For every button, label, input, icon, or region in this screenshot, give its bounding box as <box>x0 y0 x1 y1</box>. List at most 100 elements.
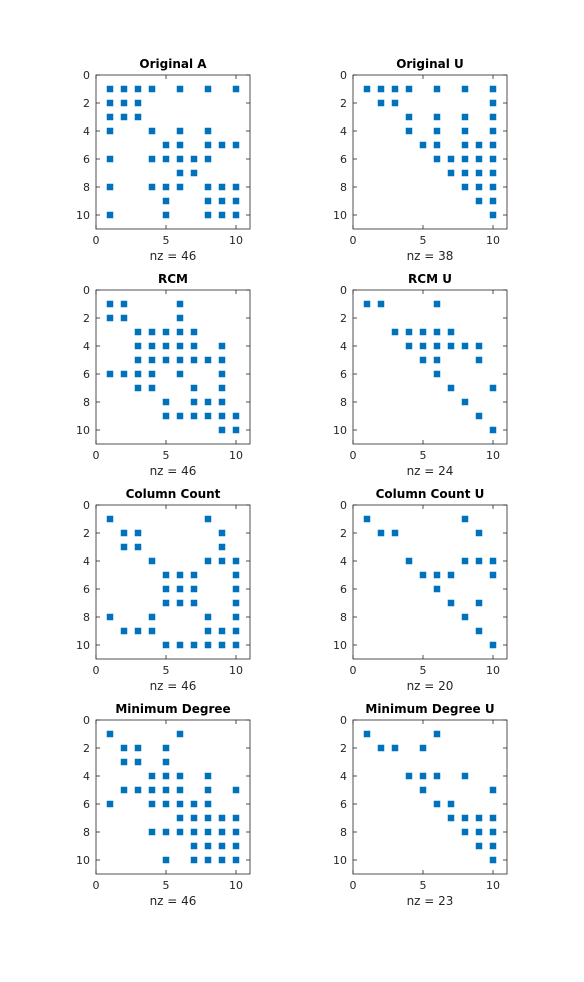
nonzero-marker <box>433 155 441 163</box>
nonzero-marker <box>162 412 170 420</box>
nonzero-marker <box>134 370 142 378</box>
y-tick-label: 8 <box>340 396 347 409</box>
y-tick-label: 10 <box>333 854 347 867</box>
nonzero-marker <box>447 169 455 177</box>
nonzero-marker <box>461 169 469 177</box>
y-tick-label: 6 <box>340 368 347 381</box>
nonzero-marker <box>475 557 483 565</box>
nonzero-marker <box>148 786 156 794</box>
nonzero-marker <box>176 800 184 808</box>
nonzero-marker <box>204 814 212 822</box>
panel-title: Original A <box>139 57 207 71</box>
y-tick-label: 6 <box>83 368 90 381</box>
nonzero-marker <box>447 155 455 163</box>
panel-title: Column Count U <box>376 487 485 501</box>
nonzero-marker <box>204 398 212 406</box>
y-tick-label: 2 <box>340 527 347 540</box>
nonzero-marker <box>162 183 170 191</box>
nonzero-marker <box>120 370 128 378</box>
nonzero-marker <box>461 127 469 135</box>
nonzero-marker <box>120 529 128 537</box>
y-tick-label: 4 <box>340 340 347 353</box>
nonzero-marker <box>134 356 142 364</box>
y-tick-label: 4 <box>83 770 90 783</box>
nonzero-marker <box>461 141 469 149</box>
nonzero-marker <box>232 183 240 191</box>
nonzero-marker <box>190 842 198 850</box>
nonzero-marker <box>405 328 413 336</box>
nonzero-marker <box>419 328 427 336</box>
axes-box <box>352 74 508 230</box>
axes-box <box>95 719 251 875</box>
nonzero-marker <box>377 99 385 107</box>
nonzero-marker <box>176 599 184 607</box>
y-tick-label: 6 <box>340 153 347 166</box>
y-tick-label: 2 <box>83 527 90 540</box>
nonzero-marker <box>232 599 240 607</box>
y-tick-label: 6 <box>83 798 90 811</box>
x-tick-label: 5 <box>163 234 170 247</box>
nonzero-marker <box>106 370 114 378</box>
nonzero-marker <box>204 842 212 850</box>
nonzero-marker <box>190 412 198 420</box>
nonzero-marker <box>433 730 441 738</box>
x-tick-label: 0 <box>350 879 357 892</box>
nonzero-marker <box>475 183 483 191</box>
nonzero-marker <box>489 557 497 565</box>
nonzero-marker <box>475 599 483 607</box>
nonzero-marker <box>433 85 441 93</box>
nonzero-marker <box>232 426 240 434</box>
nonzero-marker <box>106 613 114 621</box>
nonzero-marker <box>489 571 497 579</box>
nonzero-marker <box>489 155 497 163</box>
nonzero-marker <box>204 800 212 808</box>
nonzero-marker <box>447 814 455 822</box>
nonzero-marker <box>148 85 156 93</box>
y-tick-label: 6 <box>340 798 347 811</box>
y-tick-label: 2 <box>83 312 90 325</box>
y-tick-label: 8 <box>340 181 347 194</box>
nonzero-marker <box>232 412 240 420</box>
y-tick-label: 10 <box>76 209 90 222</box>
nonzero-marker <box>190 169 198 177</box>
nonzero-marker <box>489 211 497 219</box>
axes-box <box>95 289 251 445</box>
nonzero-markers <box>363 515 497 649</box>
nonzero-marker <box>162 398 170 406</box>
nonzero-marker <box>447 342 455 350</box>
nonzero-marker <box>363 85 371 93</box>
nonzero-marker <box>148 828 156 836</box>
nonzero-marker <box>232 85 240 93</box>
nonzero-marker <box>475 529 483 537</box>
nonzero-marker <box>461 557 469 565</box>
nonzero-marker <box>475 412 483 420</box>
nonzero-marker <box>405 772 413 780</box>
nonzero-markers <box>363 300 497 434</box>
nonzero-marker <box>162 197 170 205</box>
y-tick-label: 4 <box>83 125 90 138</box>
nonzero-marker <box>433 127 441 135</box>
nonzero-marker <box>218 842 226 850</box>
nonzero-marker <box>489 197 497 205</box>
nonzero-marker <box>232 557 240 565</box>
nonzero-marker <box>405 127 413 135</box>
nonzero-marker <box>461 155 469 163</box>
nonzero-marker <box>461 515 469 523</box>
nonzero-marker <box>218 641 226 649</box>
nonzero-marker <box>489 842 497 850</box>
nonzero-marker <box>120 314 128 322</box>
y-tick-label: 8 <box>83 181 90 194</box>
nonzero-marker <box>120 113 128 121</box>
nonzero-marker <box>461 85 469 93</box>
nonzero-marker <box>377 85 385 93</box>
nonzero-marker <box>134 627 142 635</box>
nonzero-marker <box>489 786 497 794</box>
y-tick-label: 8 <box>83 826 90 839</box>
nonzero-marker <box>176 356 184 364</box>
nonzero-marker <box>461 342 469 350</box>
nonzero-marker <box>447 384 455 392</box>
